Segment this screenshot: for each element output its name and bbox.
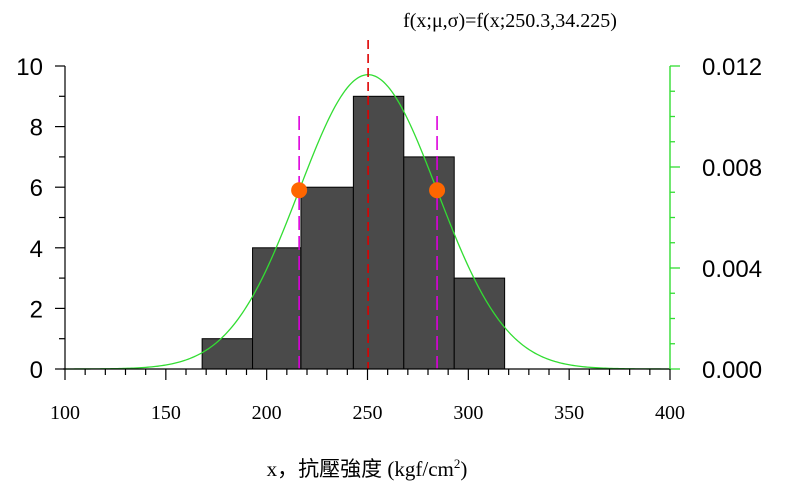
right-tick-label: 0.000 xyxy=(702,357,762,384)
bottom-tick-label: 100 xyxy=(50,402,80,424)
left-tick-label: 8 xyxy=(30,115,43,142)
inflection-points xyxy=(291,182,446,199)
x-axis-label-superscript: 2 xyxy=(454,456,461,471)
bottom-tick-label: 300 xyxy=(453,402,483,424)
bottom-tick-label: 400 xyxy=(655,402,685,424)
x-axis-label: x，抗壓強度 (kgf/cm2) xyxy=(267,456,468,481)
bottom-tick-label: 200 xyxy=(252,402,282,424)
inflection-point-1 xyxy=(429,182,446,199)
histogram-bar-2 xyxy=(300,186,354,370)
x-axis-label-text: x，抗壓強度 (kgf/cm xyxy=(267,457,454,481)
left-tick-label: 6 xyxy=(30,175,43,202)
histogram-bar-4 xyxy=(403,156,455,370)
guide-lines xyxy=(298,40,438,369)
histogram-bar-3 xyxy=(352,95,405,370)
x-axis-label-close: ) xyxy=(460,457,467,481)
axis-labels: 0 2 4 6 8 10 0.000 0.004 0.008 0.012 100 150 200 250 3… xyxy=(16,54,762,424)
histogram-bar-0 xyxy=(201,338,254,370)
bottom-tick-label: 350 xyxy=(554,402,584,424)
bottom-tick-label: 150 xyxy=(151,402,181,424)
left-tick-label: 10 xyxy=(16,54,43,81)
histogram-bar-1 xyxy=(252,247,302,370)
right-tick-label: 0.012 xyxy=(702,54,762,81)
inflection-point-0 xyxy=(291,182,308,199)
bottom-tick-label: 250 xyxy=(353,402,383,424)
chart-title: f(x;μ,σ)=f(x;250.3,34.225) xyxy=(403,10,617,32)
axes xyxy=(55,65,680,380)
right-tick-label: 0.008 xyxy=(702,155,762,182)
left-tick-label: 4 xyxy=(30,236,43,263)
left-tick-label: 2 xyxy=(30,296,43,323)
right-tick-label: 0.004 xyxy=(702,256,762,283)
left-tick-label: 0 xyxy=(30,357,43,384)
histogram-bar-5 xyxy=(453,277,506,370)
histogram-bars xyxy=(201,95,506,370)
